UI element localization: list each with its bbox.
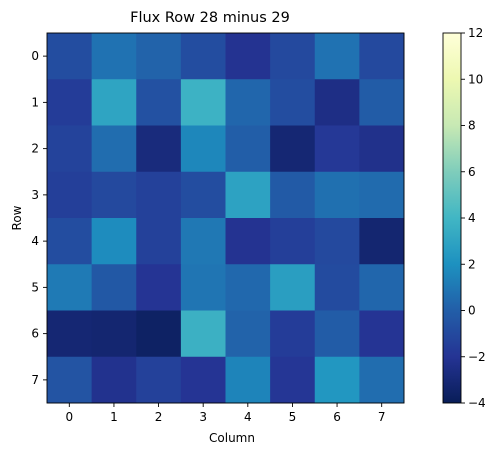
heatmap-cell	[180, 356, 226, 404]
heatmap-cell	[47, 218, 93, 265]
colorbar-tick-label: −4	[468, 396, 486, 410]
heatmap-cell	[136, 33, 182, 80]
heatmap-cell	[270, 79, 316, 126]
heatmap-cell	[314, 264, 360, 311]
heatmap-cell	[314, 171, 360, 219]
colorbar-tick-label: 0	[468, 304, 476, 318]
heatmap-cell	[136, 264, 182, 311]
colorbar	[442, 32, 462, 404]
heatmap-cell	[91, 264, 137, 311]
heatmap-cell	[270, 310, 316, 358]
colorbar-tick-label: 2	[468, 257, 476, 271]
y-tick-label: 3	[31, 188, 39, 202]
heatmap-cell	[270, 33, 316, 80]
heatmap-cell	[47, 33, 93, 80]
heatmap-cells	[47, 33, 405, 404]
heatmap-cell	[91, 33, 137, 80]
heatmap-cell	[314, 310, 360, 358]
colorbar-tick-label: 4	[468, 211, 476, 225]
heatmap-cell	[359, 33, 405, 80]
heatmap-cell	[47, 79, 93, 126]
heatmap-cell	[270, 264, 316, 311]
x-tick-label: 0	[65, 410, 73, 424]
heatmap-cell	[47, 171, 93, 219]
heatmap-cell	[314, 125, 360, 173]
heatmap-cell	[47, 264, 93, 311]
heatmap-cell	[314, 33, 360, 80]
heatmap-cell	[270, 125, 316, 173]
heatmap-cell	[359, 125, 405, 173]
heatmap-cell	[270, 171, 316, 219]
heatmap-cell	[225, 33, 271, 80]
x-tick-label: 7	[378, 410, 386, 424]
heatmap-cell	[180, 218, 226, 265]
heatmap-cell	[359, 171, 405, 219]
heatmap-cell	[136, 79, 182, 126]
y-tick-label: 5	[31, 280, 39, 294]
heatmap-cell	[91, 218, 137, 265]
y-tick-label: 7	[31, 373, 39, 387]
y-tick-label: 1	[31, 95, 39, 109]
heatmap-cell	[314, 79, 360, 126]
heatmap-cell	[270, 218, 316, 265]
heatmap-cell	[136, 310, 182, 358]
colorbar-ticks: −4 −2 0 2 4 6 8 10 12	[461, 26, 486, 410]
heatmap-cell	[180, 171, 226, 219]
x-tick-label: 6	[333, 410, 341, 424]
heatmap-cell	[91, 125, 137, 173]
y-tick-label: 4	[31, 234, 39, 248]
heatmap-cell	[225, 171, 271, 219]
heatmap-cell	[359, 79, 405, 126]
y-axis-ticks: 0 1 2 3 4 5 6 7	[31, 49, 47, 387]
heatmap-cell	[47, 125, 93, 173]
heatmap-cell	[91, 310, 137, 358]
heatmap-cell	[180, 310, 226, 358]
y-tick-label: 2	[31, 142, 39, 156]
y-tick-label: 0	[31, 49, 39, 63]
heatmap-cell	[359, 264, 405, 311]
heatmap-cell	[180, 125, 226, 173]
heatmap-cell	[136, 171, 182, 219]
x-axis-label: Column	[209, 431, 255, 445]
heatmap-cell	[180, 79, 226, 126]
x-axis-ticks: 0 1 2 3 4 5 6 7	[65, 403, 386, 424]
heatmap-cell	[359, 310, 405, 358]
x-tick-label: 3	[199, 410, 207, 424]
heatmap-cell	[314, 218, 360, 265]
heatmap-cell	[225, 264, 271, 311]
heatmap-cell	[225, 125, 271, 173]
heatmap-cell	[225, 356, 271, 404]
x-tick-label: 4	[244, 410, 252, 424]
colorbar-tick-label: 8	[468, 119, 476, 133]
y-tick-label: 6	[31, 327, 39, 341]
x-tick-label: 2	[155, 410, 163, 424]
heatmap-cell	[136, 125, 182, 173]
heatmap-cell	[314, 356, 360, 404]
chart-title: Flux Row 28 minus 29	[130, 10, 290, 26]
heatmap-cell	[47, 310, 93, 358]
heatmap-cell	[136, 218, 182, 265]
heatmap-cell	[225, 310, 271, 358]
heatmap-cell	[91, 79, 137, 126]
heatmap-cell	[359, 218, 405, 265]
heatmap-cell	[225, 218, 271, 265]
heatmap-cell	[180, 33, 226, 80]
heatmap-cell	[47, 356, 93, 404]
heatmap-cell	[270, 356, 316, 404]
heatmap-cell	[225, 79, 271, 126]
plot-frame	[46, 32, 405, 404]
colorbar-tick-label: 6	[468, 165, 476, 179]
heatmap-cell	[91, 356, 137, 404]
y-axis-label: Row	[10, 205, 24, 230]
colorbar-tick-label: −2	[468, 350, 486, 364]
x-tick-label: 5	[289, 410, 297, 424]
x-tick-label: 1	[110, 410, 118, 424]
heatmap-cell	[359, 356, 405, 404]
colorbar-tick-label: 10	[468, 72, 483, 86]
heatmap-cell	[180, 264, 226, 311]
heatmap-cell	[136, 356, 182, 404]
colorbar-tick-label: 12	[468, 26, 483, 40]
heatmap-cell	[91, 171, 137, 219]
